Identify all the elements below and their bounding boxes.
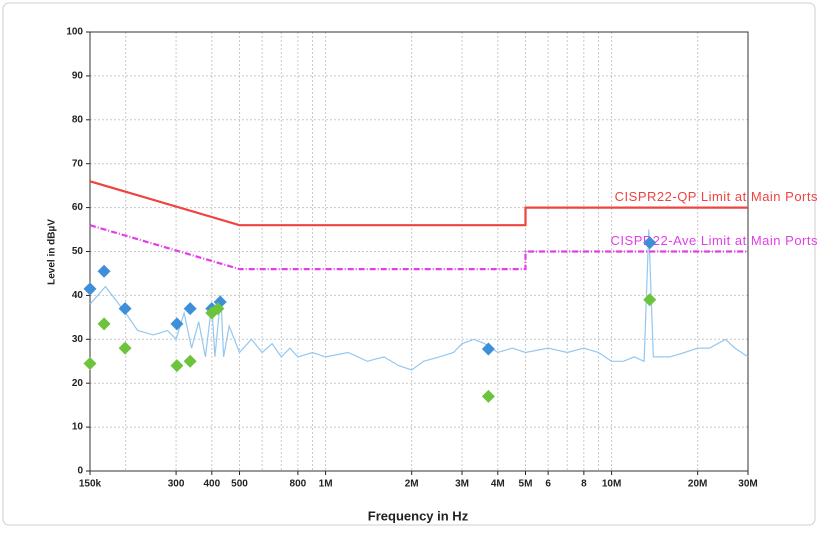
x-tick-label: 500	[231, 479, 248, 490]
x-tick-label: 300	[168, 479, 185, 490]
x-tick-label: 3M	[455, 479, 469, 490]
x-tick-label: 4M	[491, 479, 505, 490]
x-axis-label: Frequency in Hz	[368, 508, 469, 523]
marker	[97, 264, 111, 278]
x-tick-label: 30M	[738, 479, 757, 490]
marker	[83, 356, 97, 370]
marker	[481, 389, 495, 403]
x-tick-label: 800	[290, 479, 307, 490]
marker	[118, 302, 132, 316]
y-tick-label: 20	[72, 378, 84, 389]
series-label: CISPR22-QP Limit at Main Ports	[615, 189, 818, 204]
x-tick-label: 8	[581, 479, 587, 490]
marker	[170, 359, 184, 373]
y-tick-label: 70	[72, 158, 84, 169]
marker	[83, 282, 97, 296]
series-line	[89, 229, 749, 371]
y-tick-label: 30	[72, 334, 84, 345]
y-tick-label: 10	[72, 422, 84, 433]
y-tick-label: 80	[72, 114, 84, 125]
y-tick-label: 50	[72, 246, 84, 257]
x-tick-label: 5M	[519, 479, 533, 490]
y-axis-label: Level in dBµV	[47, 219, 58, 285]
marker	[170, 317, 184, 331]
x-tick-label: 10M	[602, 479, 621, 490]
marker	[643, 293, 657, 307]
x-tick-label: 150k	[79, 479, 102, 490]
y-tick-label: 0	[77, 466, 83, 477]
marker	[118, 341, 132, 355]
y-tick-label: 100	[66, 27, 83, 38]
series-line	[89, 224, 748, 271]
marker	[183, 354, 197, 368]
x-tick-label: 2M	[405, 479, 419, 490]
x-tick-label: 1M	[319, 479, 333, 490]
marker	[481, 342, 495, 356]
y-tick-label: 40	[72, 290, 84, 301]
y-tick-label: 60	[72, 202, 84, 213]
marker	[643, 236, 657, 250]
x-tick-label: 20M	[688, 479, 707, 490]
y-tick-label: 90	[72, 71, 84, 82]
marker	[97, 317, 111, 331]
series-line	[89, 180, 748, 227]
marker	[183, 302, 197, 316]
x-tick-label: 6	[545, 479, 551, 490]
plot-border	[89, 31, 749, 472]
x-tick-label: 400	[203, 479, 220, 490]
series-label: CISPR22-Ave Limit at Main Ports	[611, 233, 818, 248]
marker	[211, 302, 225, 316]
